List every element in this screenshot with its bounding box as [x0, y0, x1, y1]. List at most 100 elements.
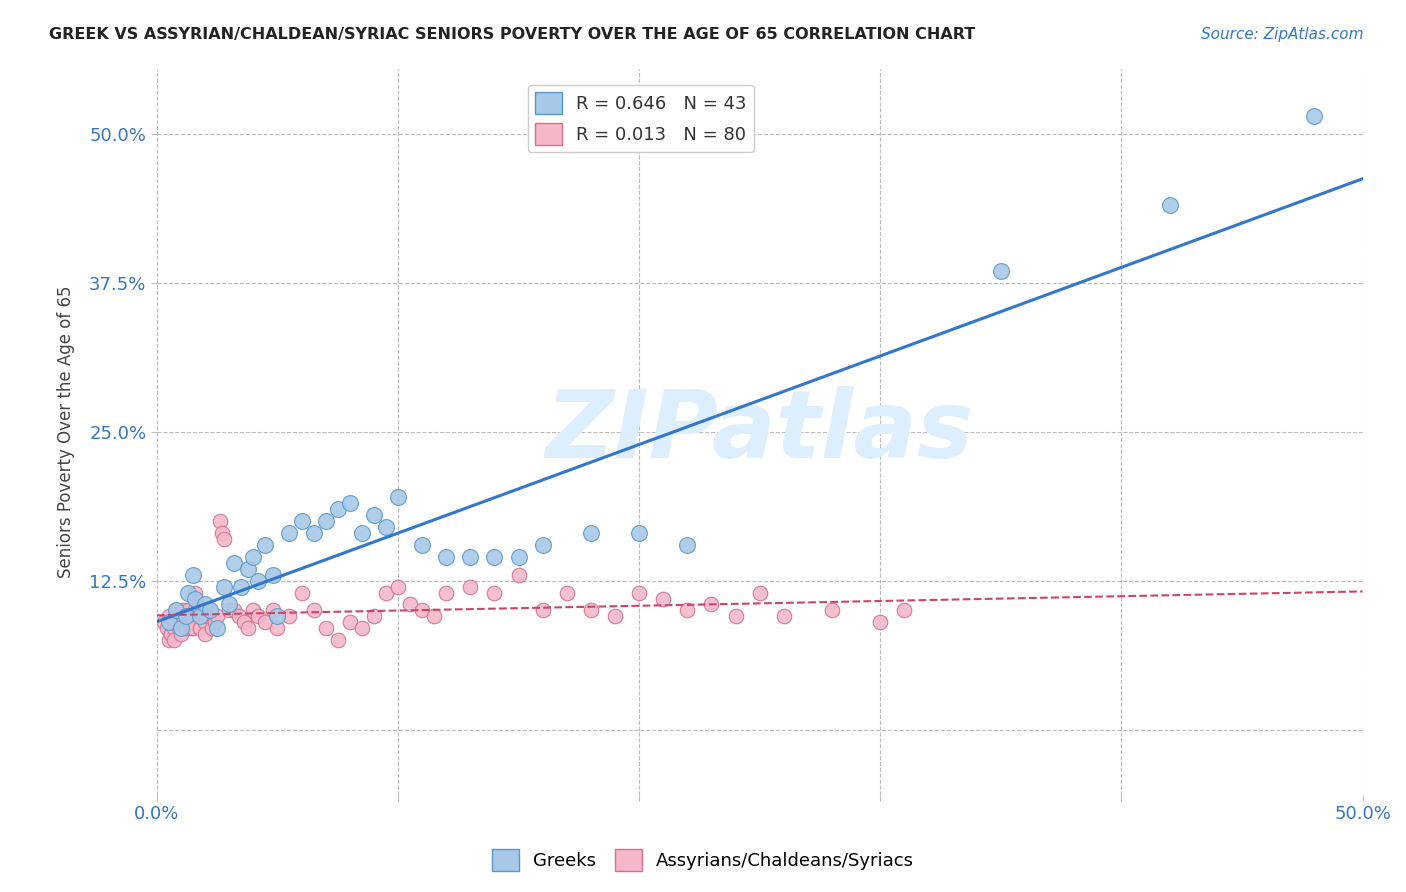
Point — [177, 615, 200, 630]
Point — [174, 609, 197, 624]
Point — [603, 609, 626, 624]
Point — [157, 609, 180, 624]
Point — [184, 585, 207, 599]
Point — [423, 609, 446, 624]
Point — [374, 520, 396, 534]
Point — [177, 585, 200, 599]
Point — [177, 603, 200, 617]
Point — [508, 549, 530, 564]
Point — [163, 621, 186, 635]
Point — [460, 580, 482, 594]
Point — [893, 603, 915, 617]
Point — [232, 615, 254, 630]
Y-axis label: Seniors Poverty Over the Age of 65: Seniors Poverty Over the Age of 65 — [58, 285, 75, 578]
Text: GREEK VS ASSYRIAN/CHALDEAN/SYRIAC SENIORS POVERTY OVER THE AGE OF 65 CORRELATION: GREEK VS ASSYRIAN/CHALDEAN/SYRIAC SENIOR… — [49, 27, 976, 42]
Point — [350, 526, 373, 541]
Point — [155, 621, 177, 635]
Point — [326, 502, 349, 516]
Point — [170, 621, 193, 635]
Legend: Greeks, Assyrians/Chaldeans/Syriacs: Greeks, Assyrians/Chaldeans/Syriacs — [485, 842, 921, 879]
Point — [676, 603, 699, 617]
Point — [315, 621, 337, 635]
Point — [247, 609, 270, 624]
Point — [315, 514, 337, 528]
Point — [194, 627, 217, 641]
Point — [628, 585, 651, 599]
Point — [254, 538, 277, 552]
Point — [278, 526, 301, 541]
Point — [869, 615, 891, 630]
Point — [187, 603, 209, 617]
Point — [172, 615, 194, 630]
Point — [181, 621, 204, 635]
Point — [339, 496, 361, 510]
Point — [188, 609, 211, 624]
Point — [242, 549, 264, 564]
Point — [531, 603, 554, 617]
Point — [208, 514, 231, 528]
Point — [724, 609, 747, 624]
Point — [218, 598, 240, 612]
Point — [411, 603, 433, 617]
Point — [1159, 198, 1181, 212]
Point — [579, 526, 602, 541]
Point — [181, 567, 204, 582]
Point — [278, 609, 301, 624]
Point — [302, 603, 325, 617]
Point — [180, 621, 202, 635]
Point — [772, 609, 794, 624]
Point — [204, 615, 226, 630]
Point — [197, 609, 219, 624]
Point — [387, 491, 409, 505]
Point — [350, 621, 373, 635]
Point — [218, 603, 240, 617]
Point — [990, 264, 1012, 278]
Point — [205, 609, 228, 624]
Point — [460, 549, 482, 564]
Point — [184, 591, 207, 606]
Point — [228, 609, 250, 624]
Point — [170, 627, 193, 641]
Point — [194, 615, 217, 630]
Point — [363, 508, 385, 523]
Point — [172, 603, 194, 617]
Point — [579, 603, 602, 617]
Point — [211, 526, 233, 541]
Point — [508, 567, 530, 582]
Point — [484, 585, 506, 599]
Point — [222, 556, 245, 570]
Point — [157, 615, 180, 630]
Point — [165, 603, 187, 617]
Point — [222, 603, 245, 617]
Point — [201, 621, 224, 635]
Point — [167, 621, 190, 635]
Point — [254, 615, 277, 630]
Point — [153, 615, 176, 630]
Point — [652, 591, 675, 606]
Point — [363, 609, 385, 624]
Point — [205, 621, 228, 635]
Point — [163, 633, 186, 648]
Point — [434, 585, 457, 599]
Point — [174, 609, 197, 624]
Point — [180, 609, 202, 624]
Point — [188, 621, 211, 635]
Point — [174, 621, 197, 635]
Point — [165, 615, 187, 630]
Legend: R = 0.646   N = 43, R = 0.013   N = 80: R = 0.646 N = 43, R = 0.013 N = 80 — [527, 85, 754, 153]
Point — [198, 603, 221, 617]
Point — [242, 603, 264, 617]
Point — [262, 567, 284, 582]
Point — [387, 580, 409, 594]
Point — [231, 580, 253, 594]
Point — [214, 580, 236, 594]
Point — [198, 603, 221, 617]
Point — [170, 609, 193, 624]
Point — [266, 621, 288, 635]
Point — [676, 538, 699, 552]
Point — [434, 549, 457, 564]
Point — [531, 538, 554, 552]
Point — [194, 598, 217, 612]
Point — [290, 514, 312, 528]
Point — [748, 585, 770, 599]
